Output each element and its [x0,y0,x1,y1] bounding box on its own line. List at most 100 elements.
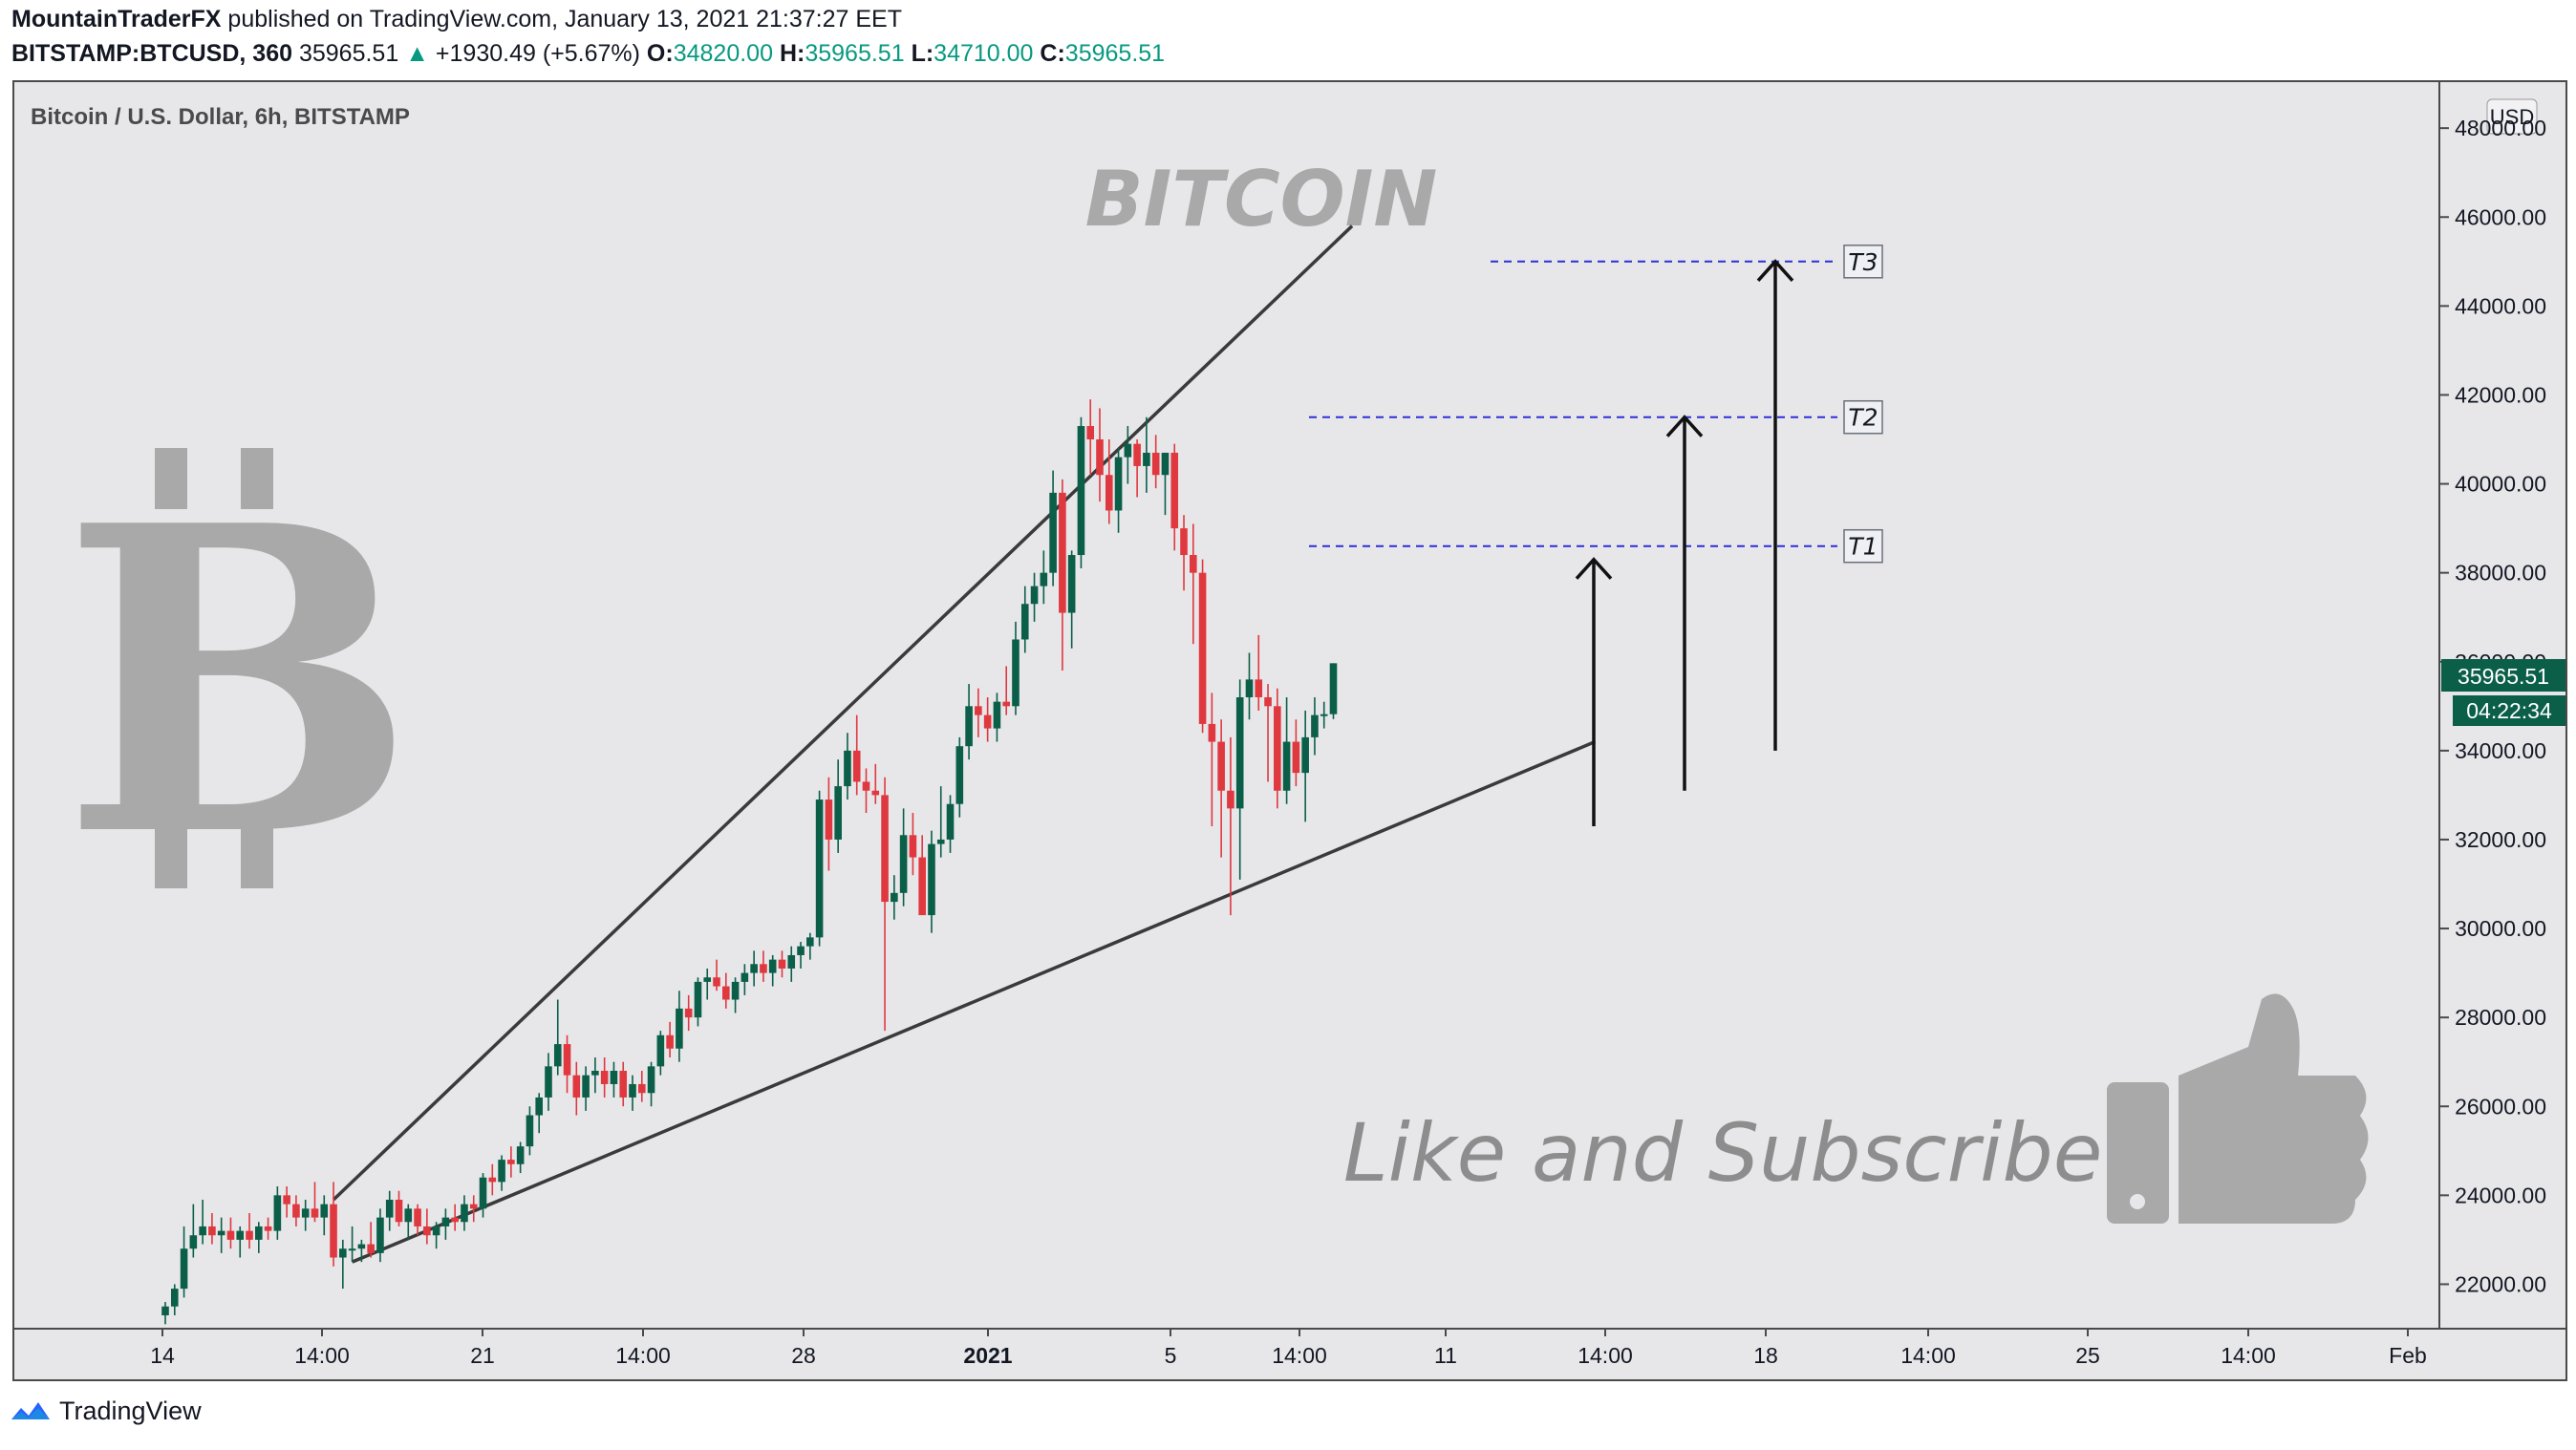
time-tick-label: 28 [791,1343,816,1368]
time-tick-label: 14 [150,1343,175,1368]
candle-up [526,1115,534,1147]
candle-up [1161,452,1170,476]
candle-up [946,803,955,840]
low-value: 34710.00 [934,40,1034,67]
candle-up [236,1230,245,1240]
target-arrows [1575,259,1794,826]
price-tick-label: 28000.00 [2455,1005,2546,1030]
candle-down [1059,492,1066,613]
candle-up [1049,492,1057,573]
candle-down [1227,790,1234,809]
candle-up [1077,426,1085,556]
candle-up [1143,452,1150,466]
candle-up [610,1071,618,1084]
candle-down [1170,452,1179,529]
candle-down [1274,706,1281,791]
candle-down [1086,426,1095,439]
price-tick-label: 34000.00 [2455,738,2546,763]
candle-down [825,800,833,840]
candle-up [199,1226,206,1236]
candle-down [713,977,720,987]
candle-series [161,399,1338,1325]
candle-up [1040,572,1048,586]
candle-down [414,1208,421,1226]
price-axis[interactable]: USD 22000.00 24000.00 26000.00 28000.00 3000… [2438,82,2546,1329]
time-tick-label: 14:00 [615,1343,671,1368]
candle-down [975,706,982,715]
candle-down [722,986,730,1000]
candle-up [404,1208,413,1223]
candle-up [797,946,805,955]
tradingview-brand[interactable]: TradingView [59,1397,202,1425]
target-levels: T1 T2 T3 [1309,245,1883,564]
candle-down [600,1071,609,1084]
candle-up [741,972,749,982]
candle-up [255,1226,263,1240]
author-name[interactable]: MountainTraderFX [11,6,222,32]
candle-up [1020,604,1029,640]
price-tick-label: 24000.00 [2455,1183,2546,1207]
high-value: 35965.51 [805,40,905,67]
candle-down [311,1208,319,1218]
trendline-upper [332,224,1354,1202]
target-label-t3: T3 [1848,248,1878,276]
candle-up [993,701,1001,729]
price-tick-label: 48000.00 [2455,116,2546,140]
time-axis[interactable]: 14 14:00 21 14:00 28 2021 5 14:00 11 14:00 18 14:00… [14,1328,2565,1368]
candle-up [301,1208,310,1218]
candle-up [647,1066,655,1094]
candle-down [871,790,880,796]
candle-up [703,977,712,982]
candle-down [246,1230,253,1240]
time-tick-label: 14:00 [1900,1343,1956,1368]
candle-up [1282,741,1291,791]
candle-up [955,746,964,804]
price-tick-label: 32000.00 [2455,827,2546,852]
bitcoin-logo-icon: B [61,435,417,928]
candle-up [928,843,935,916]
candle-down [637,1083,646,1094]
price-tags: 35965.51 04:22:34 [2441,659,2565,726]
time-tick-label: 11 [1434,1343,1457,1368]
candle-down [881,795,889,903]
candle-down [1180,528,1188,556]
tradingview-logo-icon [11,1401,50,1419]
candle-down [488,1177,497,1183]
candle-up [834,786,842,840]
candle-up [891,892,898,903]
trendline-lower [351,739,1597,1264]
watermark-layer: BITCOIN B Like and Subscribe! [61,155,2369,1224]
candle-up [161,1306,169,1316]
candle-up [545,1066,552,1098]
price-tick-label: 22000.00 [2455,1271,2546,1296]
candle-up [385,1200,394,1218]
candle-up [441,1217,450,1226]
candle-down [572,1075,581,1098]
candle-up [694,981,702,1018]
candle-down [684,1008,693,1018]
candle-up [432,1226,440,1236]
price-chart[interactable]: BITCOIN B Like and Subscribe! T1 T2 T3 USD [14,82,2565,1379]
candle-down [760,964,767,973]
candle-up [535,1097,543,1116]
currency-badge[interactable] [2486,98,2538,135]
price-tick-label: 46000.00 [2455,204,2546,229]
last-price: 35965.51 [298,40,399,67]
candle-up [479,1177,487,1209]
time-tick-label: 25 [2075,1343,2100,1368]
open-label: O: [646,40,674,67]
candle-up [1301,736,1309,774]
candle-up [1329,663,1338,714]
candle-up [656,1034,665,1067]
time-tick-label: 5 [1165,1343,1177,1368]
target-arrow-head [1665,415,1704,437]
candle-up [1245,679,1254,697]
candle-down [862,781,870,791]
trendlines [332,224,1597,1264]
candle-down [395,1200,403,1223]
candle-down [330,1204,337,1258]
candle-up [676,1008,683,1049]
candle-down [983,714,992,729]
candle-down [423,1226,431,1236]
chart-frame[interactable]: BITCOIN B Like and Subscribe! T1 T2 T3 USD [12,80,2567,1381]
